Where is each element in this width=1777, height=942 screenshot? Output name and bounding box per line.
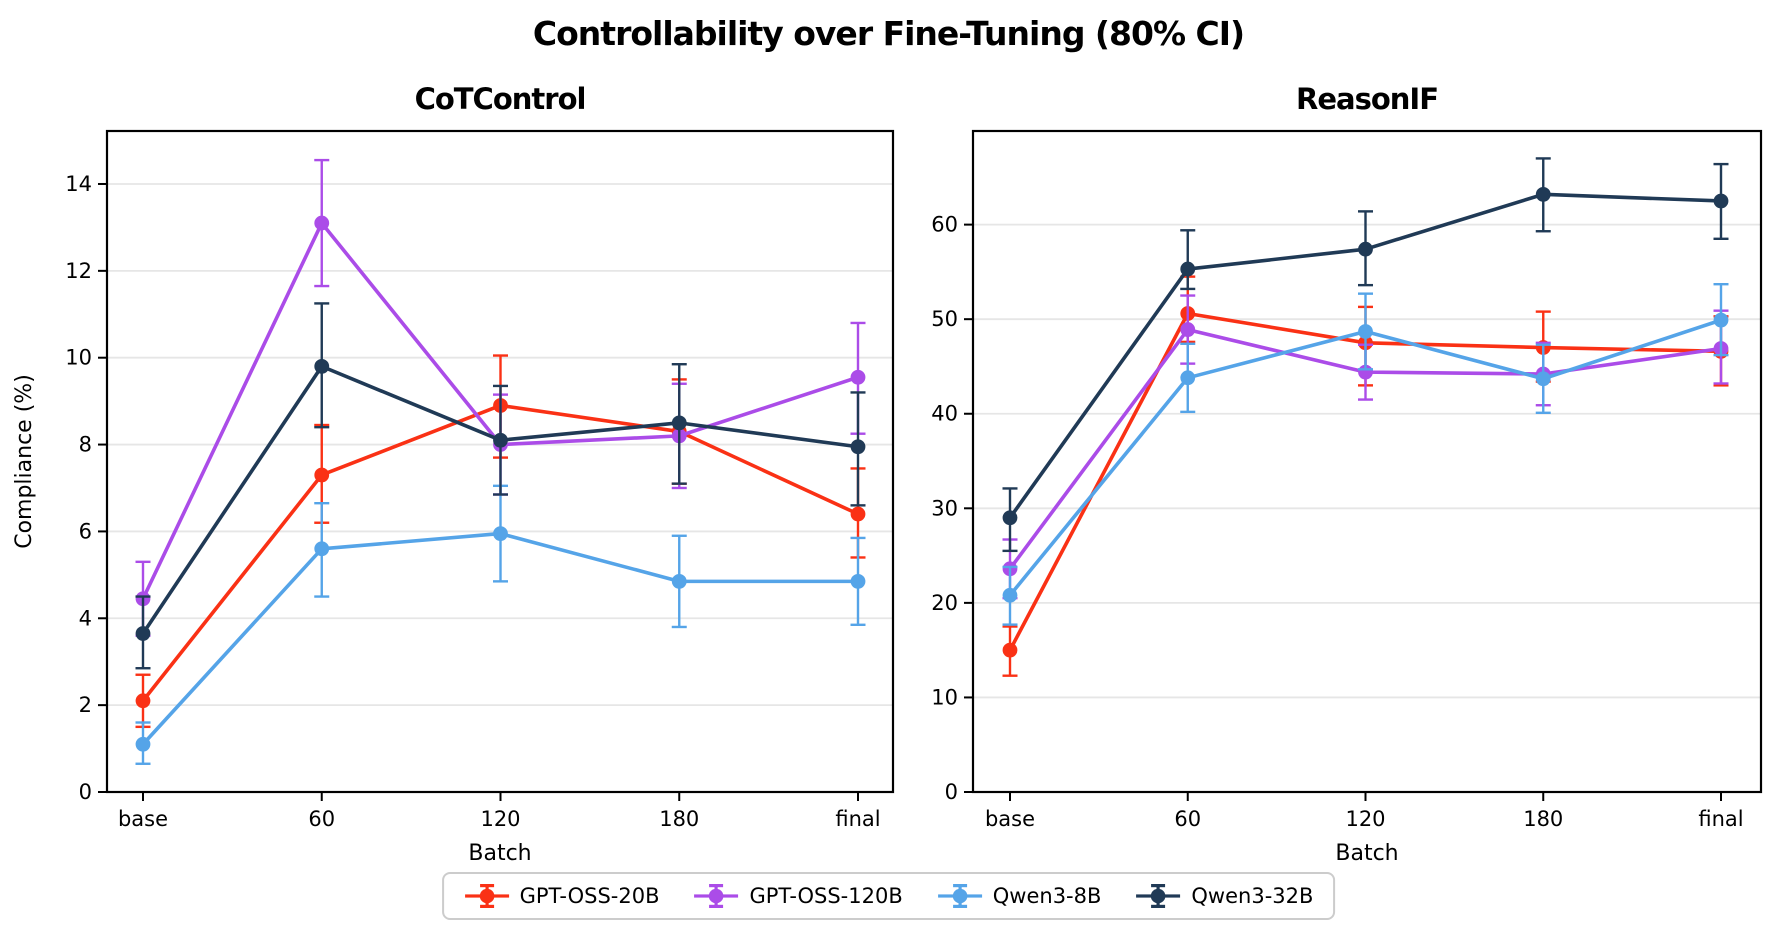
y-tick-label: 20 xyxy=(931,591,958,615)
data-point-marker xyxy=(1713,193,1729,209)
data-point-marker xyxy=(135,626,151,641)
legend-item-gpt-oss-20b: GPT-OSS-20B xyxy=(464,881,660,911)
figure-title: Controllability over Fine-Tuning (80% CI… xyxy=(532,14,1245,53)
data-point-marker xyxy=(493,526,508,541)
data-point-marker xyxy=(314,358,330,374)
subplot-title: ReasonIF xyxy=(1296,82,1438,116)
data-point-marker xyxy=(1180,370,1196,386)
y-tick-label: 0 xyxy=(945,780,958,804)
y-tick-label: 6 xyxy=(79,519,92,543)
legend: GPT-OSS-20B GPT-OSS-120B Qwen3-8B xyxy=(441,872,1336,920)
data-point-marker xyxy=(671,573,687,589)
data-point-marker xyxy=(314,541,330,557)
subplot-title: CoTControl xyxy=(415,82,586,116)
data-point-marker xyxy=(1713,312,1729,328)
y-axis-label: Compliance (%) xyxy=(12,374,37,549)
data-point-marker xyxy=(493,432,508,448)
data-point-marker xyxy=(1002,510,1018,526)
data-point-marker xyxy=(850,439,866,455)
y-axis-ticks: 0 10 20 30 40 50 60 xyxy=(931,213,973,804)
errorbar-marker-icon xyxy=(464,884,509,908)
data-point-marker xyxy=(1358,241,1373,257)
series-qwen3-32b xyxy=(135,302,866,670)
y-tick-label: 10 xyxy=(65,346,92,370)
x-axis-ticks: base 60 120 180 final xyxy=(985,792,1744,831)
legend-item-label: Qwen3-32B xyxy=(1191,884,1314,908)
y-tick-label: 0 xyxy=(79,780,92,804)
legend-item-qwen3-8b: Qwen3-8B xyxy=(937,881,1102,911)
series-qwen3-8b xyxy=(135,484,866,765)
legend-item-qwen3-32b: Qwen3-32B xyxy=(1135,881,1313,911)
data-point-marker xyxy=(1535,371,1551,387)
x-tick-label: 180 xyxy=(1523,807,1563,831)
data-point-marker xyxy=(850,573,866,589)
x-tick-label: 120 xyxy=(480,807,520,831)
x-tick-label: 60 xyxy=(1174,807,1201,831)
y-tick-label: 12 xyxy=(65,259,92,283)
x-tick-label: 60 xyxy=(308,807,335,831)
data-point-marker xyxy=(314,467,330,483)
x-axis-label: Batch xyxy=(468,841,531,866)
legend-item-gpt-oss-120b: GPT-OSS-120B xyxy=(693,881,903,911)
legend-item-label: Qwen3-8B xyxy=(992,884,1102,908)
errorbar-marker-icon xyxy=(1136,884,1181,908)
chart-reasonif: 0 10 20 30 40 50 60 base 60 120 180 final Batch Reaso… xyxy=(931,82,1763,866)
data-point-marker xyxy=(135,736,151,752)
legend-item-label: GPT-OSS-20B xyxy=(519,884,660,908)
x-tick-label: 120 xyxy=(1345,807,1385,831)
plot-border xyxy=(971,129,1763,794)
y-tick-label: 60 xyxy=(931,213,958,237)
gridlines xyxy=(107,183,893,793)
data-point-marker xyxy=(1535,186,1551,202)
x-axis-ticks: base 60 120 180 final xyxy=(118,792,881,831)
x-tick-label: base xyxy=(985,807,1035,831)
data-point-marker xyxy=(135,693,151,709)
y-tick-label: 4 xyxy=(79,606,92,630)
plot-border xyxy=(105,129,895,794)
chart-cotcontrol: 0 2 4 6 8 10 12 14 base 60 120 180 final Batch Complia… xyxy=(12,82,895,866)
errorbar-marker-icon xyxy=(937,884,982,908)
y-tick-label: 10 xyxy=(931,685,958,709)
data-point-marker xyxy=(1358,324,1373,339)
data-point-marker xyxy=(671,415,687,431)
data-point-marker xyxy=(314,215,330,231)
y-tick-label: 50 xyxy=(931,307,958,331)
y-tick-label: 30 xyxy=(931,496,958,520)
data-point-marker xyxy=(1002,587,1018,603)
y-tick-label: 40 xyxy=(931,402,958,426)
y-tick-label: 14 xyxy=(65,172,92,196)
error-bar xyxy=(1180,229,1196,291)
x-tick-label: final xyxy=(1698,807,1743,831)
y-tick-label: 2 xyxy=(79,693,92,717)
x-axis-label: Batch xyxy=(1335,841,1398,866)
data-point-marker xyxy=(1180,261,1196,277)
x-tick-label: 180 xyxy=(659,807,699,831)
y-tick-label: 8 xyxy=(79,433,92,457)
plot-area xyxy=(973,131,1761,792)
errorbar-marker-icon xyxy=(694,884,739,908)
y-axis-ticks: 0 2 4 6 8 10 12 14 xyxy=(65,172,107,804)
data-point-marker xyxy=(850,506,866,522)
data-point-marker xyxy=(1002,642,1018,658)
series-qwen3-8b xyxy=(1002,282,1729,626)
legend-item-label: GPT-OSS-120B xyxy=(749,884,903,908)
x-tick-label: final xyxy=(835,807,880,831)
x-tick-label: base xyxy=(118,807,168,831)
series-qwen3-32b xyxy=(1002,157,1729,553)
data-point-marker xyxy=(850,369,866,385)
data-point-marker xyxy=(1180,322,1196,337)
